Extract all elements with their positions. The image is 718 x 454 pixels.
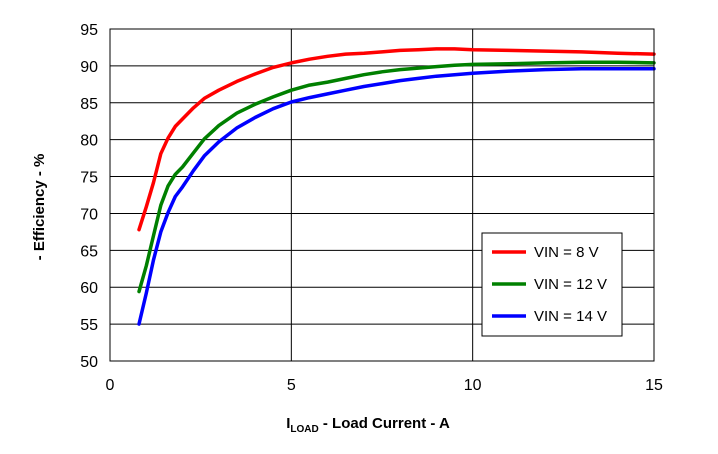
y-tick-label: 60 xyxy=(80,280,98,297)
legend-label: VIN = 12 V xyxy=(534,276,607,293)
legend-label: VIN = 14 V xyxy=(534,308,607,325)
y-tick-label: 75 xyxy=(80,170,98,187)
legend-label: VIN = 8 V xyxy=(534,244,599,261)
legend: VIN = 8 V VIN = 12 V VIN = 14 V xyxy=(481,232,623,337)
y-tick-label: 65 xyxy=(80,243,98,260)
x-axis-title-rest: - Load Current - A xyxy=(319,415,450,432)
x-tick-label: 0 xyxy=(106,377,115,394)
series-line-2 xyxy=(137,60,656,294)
series-line-1 xyxy=(137,47,656,232)
y-tick-label: 95 xyxy=(80,22,98,39)
y-tick-label: 85 xyxy=(80,96,98,113)
series-line-3 xyxy=(137,67,656,326)
x-tick-label: 5 xyxy=(287,377,296,394)
y-tick-label: 90 xyxy=(80,59,98,76)
series-lines xyxy=(137,47,656,326)
x-tick-labels: 0 5 10 15 xyxy=(106,377,663,394)
y-tick-label: 70 xyxy=(80,206,98,223)
x-axis-title-symbol: I xyxy=(286,415,290,432)
y-tick-label: 50 xyxy=(80,354,98,371)
y-tick-labels: 50 55 60 65 70 75 80 85 90 95 xyxy=(80,22,98,371)
plot-area-frame xyxy=(109,28,655,362)
x-tick-label: 10 xyxy=(464,377,482,394)
y-tick-label: 55 xyxy=(80,317,98,334)
x-tick-label: 15 xyxy=(645,377,663,394)
x-axis-title-subscript: LOAD xyxy=(290,424,318,435)
y-tick-label: 80 xyxy=(80,133,98,150)
x-axis-title: ILOAD - Load Current - A xyxy=(286,415,450,435)
y-axis-title: - Efficiency - % xyxy=(31,154,48,261)
